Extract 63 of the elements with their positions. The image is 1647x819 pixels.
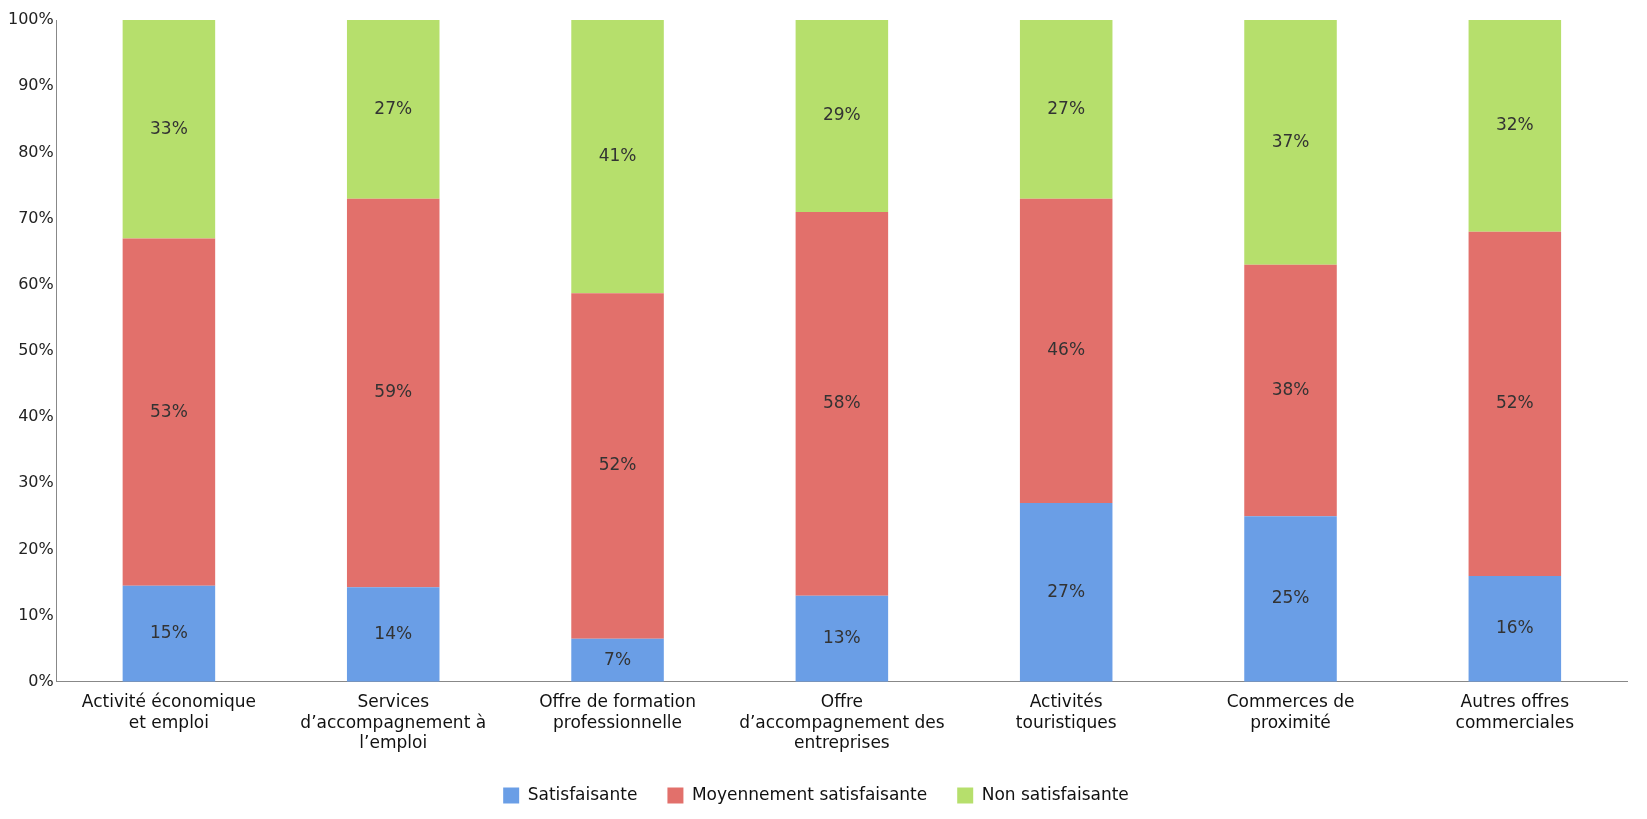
- data-label: 41%: [598, 145, 637, 166]
- bar: [795, 595, 889, 682]
- data-label: 15%: [150, 622, 188, 643]
- bar: [1019, 20, 1113, 199]
- data-label: 32%: [1495, 114, 1534, 135]
- data-label: 53%: [150, 400, 188, 421]
- data-label: 52%: [1495, 392, 1534, 413]
- y-tick-label: 90%: [18, 75, 54, 95]
- bar: [122, 585, 216, 682]
- y-tick-label: 20%: [18, 538, 54, 558]
- bar: [122, 238, 216, 586]
- legend-label: Moyennement satisfaisante: [691, 783, 928, 804]
- data-label: 13%: [822, 627, 861, 648]
- data-label: 38%: [1271, 379, 1310, 400]
- bar: [795, 211, 889, 596]
- bar: [795, 20, 889, 212]
- bar: [122, 20, 216, 239]
- legend-label: Non satisfaisante: [981, 783, 1129, 804]
- data-label: 29%: [822, 104, 861, 125]
- data-label: 25%: [1271, 587, 1310, 608]
- bar: [346, 20, 440, 199]
- data-label: 58%: [822, 392, 861, 413]
- data-label: 27%: [1047, 97, 1086, 118]
- bar: [571, 293, 664, 639]
- bar: [1244, 20, 1337, 265]
- y-tick-label: 70%: [18, 207, 54, 227]
- data-label: 33%: [150, 117, 188, 138]
- y-tick-label: 40%: [18, 406, 54, 426]
- data-label: 27%: [374, 97, 413, 118]
- y-tick-label: 60%: [18, 273, 54, 293]
- x-tick-label: Activités touristiques: [1015, 691, 1117, 732]
- bar: [1244, 264, 1337, 517]
- bar: [346, 587, 440, 682]
- bar: [1244, 516, 1337, 682]
- bar: [1468, 231, 1562, 576]
- data-label: 14%: [374, 622, 413, 643]
- data-label: 16%: [1495, 617, 1534, 638]
- data-label: 59%: [374, 381, 413, 402]
- y-tick-label: 80%: [18, 141, 54, 161]
- bar: [571, 638, 664, 682]
- y-tick-label: 50%: [18, 340, 54, 360]
- y-tick-label: 10%: [18, 604, 54, 624]
- bar: [1019, 503, 1113, 682]
- bar: [1019, 198, 1113, 504]
- x-tick-label: Commerces de proximité: [1226, 691, 1355, 732]
- legend-label: Satisfaisante: [527, 783, 638, 804]
- data-label: 37%: [1271, 130, 1310, 151]
- x-tick-label: Autres offres commerciales: [1455, 691, 1575, 732]
- bar: [571, 20, 664, 294]
- data-label: 52%: [598, 454, 637, 475]
- x-tick-label: Services d’accompagnement à l’emploi: [300, 691, 487, 753]
- x-tick-label: Activité économique et emploi: [81, 691, 256, 732]
- bar: [1468, 575, 1562, 682]
- bar: [346, 198, 440, 588]
- bar: [1468, 20, 1562, 232]
- y-tick-label: 100%: [7, 9, 54, 29]
- data-label: 27%: [1047, 580, 1086, 601]
- x-tick-label: Offre de formation professionnelle: [539, 691, 696, 732]
- data-label: 7%: [604, 648, 632, 669]
- x-tick-label: Offre d’accompagnement des entreprises: [739, 691, 945, 753]
- y-tick-label: 0%: [28, 670, 54, 690]
- y-tick-label: 30%: [18, 472, 54, 492]
- data-label: 46%: [1047, 339, 1086, 360]
